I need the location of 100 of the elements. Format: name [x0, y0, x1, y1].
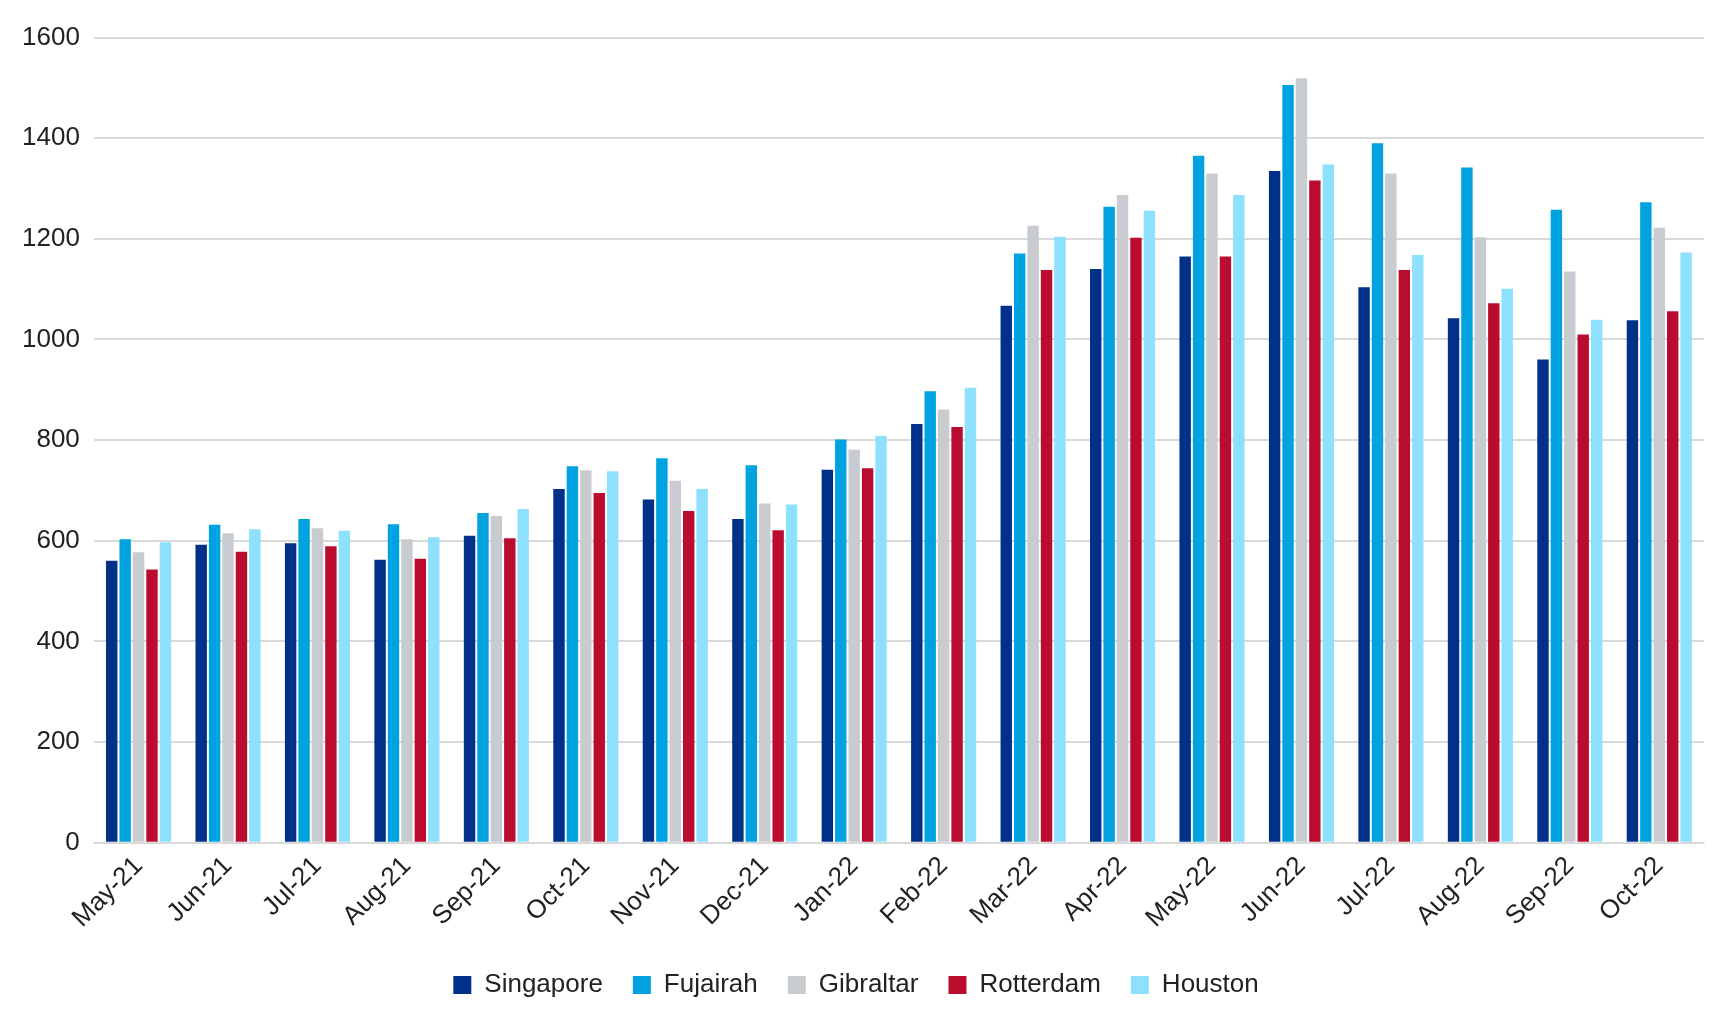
bar	[1577, 334, 1589, 842]
bar	[580, 470, 592, 842]
bar	[1179, 256, 1191, 842]
bar	[477, 513, 489, 842]
bar	[195, 544, 207, 842]
bar	[1488, 303, 1500, 842]
y-tick-label: 0	[65, 825, 80, 856]
bar	[696, 488, 708, 842]
bar	[785, 504, 798, 842]
bar	[428, 537, 440, 842]
bar	[463, 535, 476, 842]
bar	[606, 471, 619, 842]
y-tick-label: 1200	[22, 222, 80, 253]
bar	[311, 528, 324, 842]
bar	[1501, 288, 1513, 842]
bar	[1000, 305, 1012, 842]
y-tick-label: 1400	[22, 121, 80, 152]
bar	[1412, 254, 1424, 842]
bar	[146, 569, 158, 842]
bar	[325, 546, 337, 842]
bar	[861, 468, 874, 842]
bar	[759, 503, 771, 842]
bar	[414, 558, 427, 842]
bar	[1626, 320, 1639, 842]
bar	[1447, 318, 1460, 842]
bar	[298, 519, 310, 842]
y-tick-label: 800	[36, 423, 80, 454]
bar	[1666, 311, 1679, 842]
bar	[732, 519, 744, 842]
bar	[1461, 167, 1473, 842]
bar	[1653, 227, 1665, 842]
bar	[656, 458, 668, 842]
bar	[1295, 78, 1308, 842]
bar	[222, 533, 234, 842]
bar	[937, 409, 950, 842]
bar	[106, 560, 118, 842]
bar	[848, 449, 860, 842]
y-tick-label: 600	[36, 523, 80, 554]
bar	[338, 530, 351, 842]
bar	[1282, 84, 1294, 842]
bar	[284, 543, 297, 842]
bar	[772, 530, 784, 842]
bar	[951, 427, 963, 842]
bar	[1103, 206, 1115, 842]
bar	[924, 391, 936, 842]
bar	[1309, 180, 1321, 842]
bar	[1206, 173, 1218, 842]
bar	[875, 436, 887, 842]
bar	[1116, 195, 1129, 842]
bar	[1219, 256, 1232, 842]
bar	[911, 424, 923, 842]
bar	[1680, 252, 1692, 842]
bar	[683, 511, 695, 842]
bar	[1027, 225, 1039, 842]
bar	[553, 488, 565, 842]
y-tick-label: 400	[36, 624, 80, 655]
bar	[835, 439, 847, 842]
bar	[1590, 319, 1603, 842]
bar	[490, 516, 503, 842]
bar	[132, 552, 145, 842]
bar	[249, 529, 261, 842]
bar	[1054, 236, 1066, 842]
bar	[1040, 270, 1053, 842]
bar	[1130, 237, 1142, 842]
bar	[504, 538, 516, 842]
bar	[235, 551, 248, 842]
bar	[374, 559, 386, 842]
bar	[669, 480, 681, 842]
bar	[1564, 271, 1576, 842]
bar	[1371, 143, 1384, 842]
bar	[1550, 209, 1563, 842]
bar	[1358, 287, 1370, 842]
bar	[642, 499, 655, 842]
bar	[593, 492, 605, 842]
legend-label: Houston	[1161, 968, 1259, 999]
legend-label: Singapore	[484, 968, 603, 999]
bar	[159, 542, 172, 842]
bar	[1013, 253, 1026, 842]
bar	[821, 469, 834, 842]
bar	[119, 539, 131, 842]
bar	[1322, 164, 1334, 842]
legend-label: Fujairah	[663, 968, 758, 999]
bar	[208, 524, 221, 842]
bar	[401, 539, 413, 842]
bar	[1192, 155, 1205, 842]
bar	[387, 524, 400, 842]
bar	[1143, 210, 1156, 842]
bar	[1640, 202, 1652, 842]
y-tick-label: 1000	[22, 322, 80, 353]
bar	[1385, 173, 1397, 842]
bar	[1233, 195, 1245, 842]
bar	[1268, 170, 1281, 842]
y-tick-label: 1600	[22, 20, 80, 51]
legend-label: Gibraltar	[818, 968, 919, 999]
bar	[517, 509, 529, 842]
legend-label: Rotterdam	[979, 968, 1101, 999]
bar	[1537, 359, 1549, 842]
bar	[1090, 269, 1102, 842]
y-tick-label: 200	[36, 725, 80, 756]
bar	[566, 466, 579, 842]
